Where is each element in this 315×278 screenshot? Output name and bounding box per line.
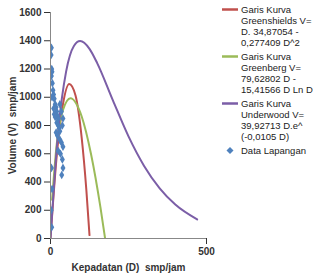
svg-text:800: 800	[25, 120, 42, 131]
svg-text:400: 400	[25, 176, 42, 187]
svg-text:1400: 1400	[19, 35, 42, 46]
svg-text:600: 600	[25, 148, 42, 159]
svg-text:0: 0	[48, 246, 54, 257]
svg-text:1200: 1200	[19, 63, 42, 74]
svg-text:500: 500	[198, 246, 215, 257]
html-text:Data Lapangan: Data Lapangan	[241, 145, 306, 156]
svg-text:Kepadatan (D) smp/jam: Kepadatan (D) smp/jam	[72, 262, 186, 273]
svg-text:1000: 1000	[19, 91, 42, 102]
svg-text:200: 200	[25, 204, 42, 215]
svg-text:0: 0	[36, 233, 42, 244]
html-text:Garis Kurva Greenberg V= 79,62: Garis Kurva Greenberg V= 79,62802 D - 15…	[241, 51, 313, 95]
svg-text:1600: 1600	[19, 7, 42, 18]
html-text:Garis Kurva Underwood V= 39,92: Garis Kurva Underwood V= 39,92713 D.e^ (…	[241, 98, 305, 142]
svg-text:Volume (V) smp/jam: Volume (V) smp/jam	[7, 77, 18, 175]
html-text:Garis Kurva Greenshields V= D.: Garis Kurva Greenshields V= D. 34,87054 …	[241, 4, 312, 48]
